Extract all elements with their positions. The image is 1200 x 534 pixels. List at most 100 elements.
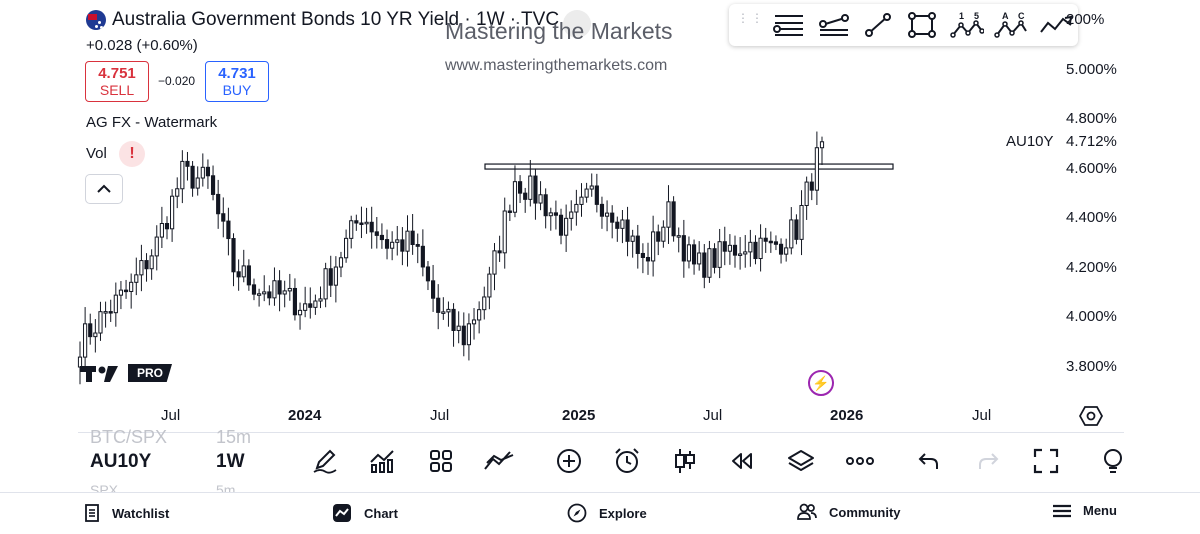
candle-body xyxy=(369,221,374,233)
symbol-price-tag: AU10Y xyxy=(1006,133,1054,150)
candle-body xyxy=(553,212,558,216)
interval-selector[interactable]: 1W xyxy=(216,451,245,472)
forecast-icon[interactable] xyxy=(1034,6,1078,44)
nav-explore[interactable]: Explore xyxy=(567,503,647,523)
volume-indicator-label[interactable]: Vol xyxy=(86,145,107,162)
volume-alert-icon[interactable]: ! xyxy=(119,141,145,167)
alarm-icon[interactable] xyxy=(612,446,642,476)
parallel-channel-icon[interactable] xyxy=(811,6,855,44)
candle-body xyxy=(129,281,134,292)
candle-body xyxy=(103,311,108,314)
candle-body xyxy=(604,212,610,217)
candle-body xyxy=(666,201,671,228)
candle-body xyxy=(702,252,707,278)
candle-body xyxy=(83,323,88,358)
candle-body xyxy=(686,244,692,262)
watermark-indicator-label[interactable]: AG FX - Watermark xyxy=(86,114,218,131)
candle-body xyxy=(589,185,594,190)
candle-body xyxy=(216,193,221,215)
candles-icon[interactable] xyxy=(670,446,700,476)
title-menu-icon[interactable] xyxy=(563,10,591,38)
candle-body xyxy=(543,194,548,217)
nav-chart[interactable]: Chart xyxy=(332,503,398,523)
candle-body xyxy=(814,147,819,191)
buy-price: 4.731 xyxy=(218,65,256,82)
drag-handle-icon[interactable]: ⋮⋮ xyxy=(737,11,765,25)
watermark-title: Mastering the Markets xyxy=(445,18,673,44)
candle-body xyxy=(420,245,425,268)
nav-menu[interactable]: Menu xyxy=(1053,503,1117,518)
nav-watchlist[interactable]: Watchlist xyxy=(84,503,169,523)
time-axis-label: Jul xyxy=(430,407,450,424)
symbol-selector[interactable]: AU10Y xyxy=(90,451,152,472)
candle-body xyxy=(236,271,241,278)
time-axis-label: Jul xyxy=(161,407,181,424)
price-chart[interactable] xyxy=(0,0,1200,432)
candle-body xyxy=(794,219,799,240)
candle-body xyxy=(789,219,794,249)
candle-body xyxy=(579,196,584,205)
candle-body xyxy=(466,323,471,346)
templates-icon[interactable] xyxy=(426,446,456,476)
candle-body xyxy=(697,252,702,265)
candle-body xyxy=(512,181,518,213)
indicators-icon[interactable] xyxy=(367,446,397,476)
interval-wheel-prev[interactable]: 15m xyxy=(216,427,252,447)
chart-pane[interactable] xyxy=(0,0,1200,432)
resistance-zone xyxy=(484,163,894,170)
chart-settings-icon[interactable] xyxy=(1079,404,1103,428)
candle-body xyxy=(123,289,129,293)
candle-body xyxy=(113,294,118,314)
candle-body xyxy=(717,241,722,268)
symbol-wheel-prev[interactable]: BTC/SPX xyxy=(90,427,168,447)
buy-button[interactable]: 4.731 BUY xyxy=(205,61,269,102)
candle-body xyxy=(390,241,395,249)
candle-body xyxy=(620,219,625,229)
candle-body xyxy=(635,235,640,254)
candle-body xyxy=(681,235,686,262)
horizontal-lines-icon[interactable] xyxy=(767,6,811,44)
collapse-legend-button[interactable] xyxy=(85,174,123,204)
candle-body xyxy=(231,238,236,273)
candle-body xyxy=(303,303,308,311)
undo-icon[interactable] xyxy=(914,446,944,476)
price-axis-label: 200% xyxy=(1066,11,1105,28)
nav-community[interactable]: Community xyxy=(797,503,901,521)
price-axis-label: 4.600% xyxy=(1066,160,1117,177)
candle-body xyxy=(400,239,405,252)
fullscreen-icon[interactable] xyxy=(1031,446,1061,476)
candle-body xyxy=(308,303,313,308)
more-icon[interactable] xyxy=(845,446,875,476)
symbol-wheel-next[interactable]: SPX xyxy=(90,482,119,492)
candle-body xyxy=(451,308,456,331)
redo-icon[interactable] xyxy=(973,446,1003,476)
replay-icon[interactable] xyxy=(727,446,757,476)
pencil-icon[interactable] xyxy=(310,446,340,476)
candle-body xyxy=(446,308,451,313)
interval-wheel-next[interactable]: 5m xyxy=(216,482,236,492)
symbol-title[interactable]: Australia Government Bonds 10 YR Yield ·… xyxy=(86,9,559,31)
add-icon[interactable] xyxy=(554,446,584,476)
candle-body xyxy=(134,274,139,283)
candle-body xyxy=(338,257,344,268)
compare-icon[interactable] xyxy=(484,446,514,476)
candle-body xyxy=(528,175,533,200)
candle-body xyxy=(384,239,390,249)
rectangle-icon[interactable] xyxy=(900,6,944,44)
sell-button[interactable]: 4.751 SELL xyxy=(85,61,149,102)
candle-body xyxy=(564,217,569,236)
price-axis-label: 4.000% xyxy=(1066,308,1117,325)
layers-icon[interactable] xyxy=(786,446,816,476)
trend-line-icon[interactable] xyxy=(856,6,900,44)
watermark-url: www.masteringthemarkets.com xyxy=(445,57,668,74)
candle-body xyxy=(722,241,727,252)
lightning-icon[interactable]: ⚡ xyxy=(808,370,834,396)
candle-body xyxy=(200,166,205,179)
idea-icon[interactable] xyxy=(1098,446,1128,476)
candle-body xyxy=(712,248,717,268)
compass-icon xyxy=(567,503,587,523)
candle-body xyxy=(251,284,257,295)
